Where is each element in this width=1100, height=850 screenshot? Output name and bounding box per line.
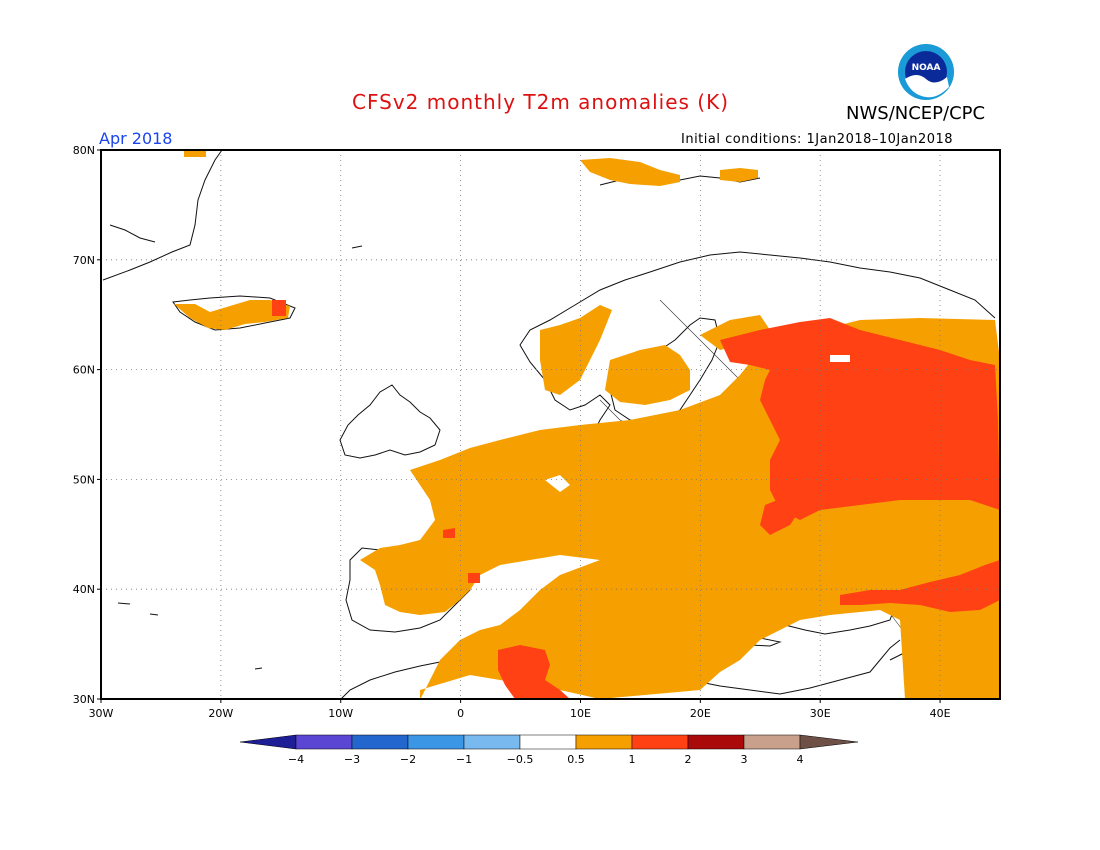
map-frame: [100, 149, 1001, 700]
longitude-label: 20W: [208, 707, 233, 720]
anomaly-patch: [184, 150, 206, 157]
anomaly-patch: [720, 168, 758, 182]
longitude-label: 20E: [690, 707, 711, 720]
colorbar-swatch: [463, 734, 521, 750]
colorbar-label: −2: [400, 753, 416, 766]
latitude-label: 50N: [73, 473, 95, 486]
colorbar-label: −4: [288, 753, 304, 766]
latitude-label: 30N: [73, 693, 95, 706]
latitude-label: 70N: [73, 254, 95, 267]
colorbar-swatch: [687, 734, 745, 750]
initial-conditions: Initial conditions: 1Jan2018–10Jan2018: [681, 132, 954, 147]
noaa-logo-icon: NOAA: [898, 44, 954, 100]
colorbar-swatch: [631, 734, 689, 750]
colorbar-swatch: [519, 734, 577, 750]
map-title: CFSv2 monthly T2m anomalies (K): [352, 90, 729, 114]
colorbar-swatch: [743, 734, 801, 750]
anomaly-cells: [174, 150, 1000, 700]
anomaly-patch: [498, 645, 570, 699]
latitude-label: 60N: [73, 364, 95, 377]
longitude-label: 10W: [328, 707, 353, 720]
colorbar-arrow-high: [799, 734, 859, 750]
colorbar-label: 4: [797, 753, 804, 766]
longitude-label: 40E: [930, 707, 951, 720]
colorbar-swatch: [295, 734, 353, 750]
colorbar-label: −3: [344, 753, 360, 766]
anomaly-patch: [580, 158, 680, 186]
latitude-labels: 80N 70N 60N 50N 40N 30N: [73, 144, 101, 706]
longitude-labels: 30W 20W 10W 0 10E 20E 30E 40E: [89, 699, 951, 720]
colorbar-swatch: [575, 734, 633, 750]
colorbar-label: −0.5: [507, 753, 534, 766]
forecast-month: Apr 2018: [99, 129, 173, 148]
colorbar-label: 0.5: [567, 753, 585, 766]
colorbar-label: −1: [456, 753, 472, 766]
colorbar-swatch: [407, 734, 465, 750]
anomaly-patch: [830, 355, 850, 362]
longitude-label: 30W: [89, 707, 114, 720]
anomaly-patch: [700, 315, 770, 350]
colorbar-arrow-low: [239, 734, 297, 750]
anomaly-patch: [540, 305, 612, 395]
anomaly-patch: [468, 573, 480, 583]
anomaly-patch: [272, 300, 286, 316]
colorbar-legend: −4 −3 −2 −1 −0.5 0.5 1 2 3 4: [239, 734, 859, 766]
colorbar-swatch: [351, 734, 409, 750]
anomaly-patch: [760, 495, 800, 535]
latitude-label: 40N: [73, 583, 95, 596]
svg-text:NOAA: NOAA: [912, 63, 941, 73]
anomaly-patch: [840, 560, 1000, 612]
longitude-label: 30E: [810, 707, 831, 720]
colorbar-label: 3: [741, 753, 748, 766]
colorbar-label: 2: [685, 753, 692, 766]
anomaly-patch: [174, 300, 290, 330]
colorbar-label: 1: [629, 753, 636, 766]
longitude-label: 10E: [570, 707, 591, 720]
anomaly-patch: [443, 528, 455, 538]
org-label: NWS/NCEP/CPC: [846, 103, 986, 124]
anomaly-patch: [720, 318, 1000, 520]
anomaly-patch: [605, 345, 690, 405]
longitude-label: 0: [457, 707, 464, 720]
latitude-label: 80N: [73, 144, 95, 157]
